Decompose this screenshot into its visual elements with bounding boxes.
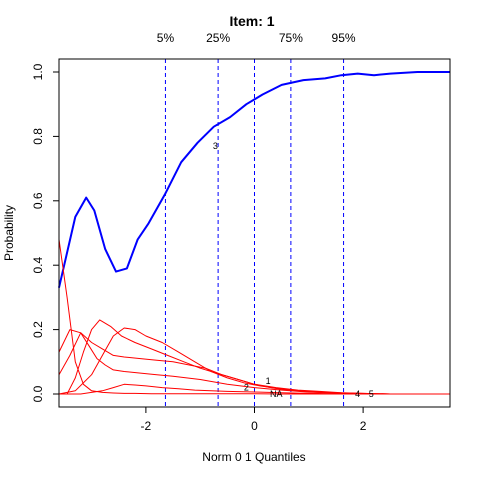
y-tick-label: 0.4	[31, 257, 45, 274]
series-label: 3	[213, 141, 218, 151]
option-label: 4	[355, 389, 360, 399]
quantile-label: 5%	[157, 31, 175, 45]
distractor-curve	[59, 383, 450, 395]
quantile-labels: 5% 25% 75% 95%	[157, 31, 356, 45]
option-label: 2	[244, 383, 249, 393]
chart-title: Item: 1	[229, 13, 274, 29]
quantile-label: 75%	[279, 31, 303, 45]
option-label: 1	[266, 376, 271, 386]
y-tick-label: 1.0	[31, 63, 45, 80]
option-label: 5	[369, 389, 374, 399]
series-group: 3	[58, 71, 450, 395]
y-axis: 0.0 0.2 0.4 0.6 0.8 1.0	[31, 63, 59, 402]
distractor-curve	[58, 327, 450, 395]
option-label: NA	[270, 389, 283, 399]
x-tick-label: -2	[141, 419, 152, 433]
y-tick-label: 0.2	[31, 321, 45, 338]
x-axis-label: Norm 0 1 Quantiles	[202, 450, 305, 464]
y-tick-label: 0.0	[31, 385, 45, 402]
x-axis: -2 0 2	[141, 407, 367, 433]
point-labels: 1 2 NA 4 5	[244, 376, 374, 399]
x-tick-label: 2	[360, 419, 367, 433]
y-axis-label: Probability	[2, 205, 16, 261]
quantile-label: 25%	[206, 31, 230, 45]
quantile-label: 95%	[332, 31, 356, 45]
y-tick-label: 0.6	[31, 192, 45, 209]
correct-option-curve	[58, 71, 450, 288]
y-tick-label: 0.8	[31, 128, 45, 145]
quantile-lines	[164, 59, 345, 407]
x-tick-label: 0	[251, 419, 258, 433]
